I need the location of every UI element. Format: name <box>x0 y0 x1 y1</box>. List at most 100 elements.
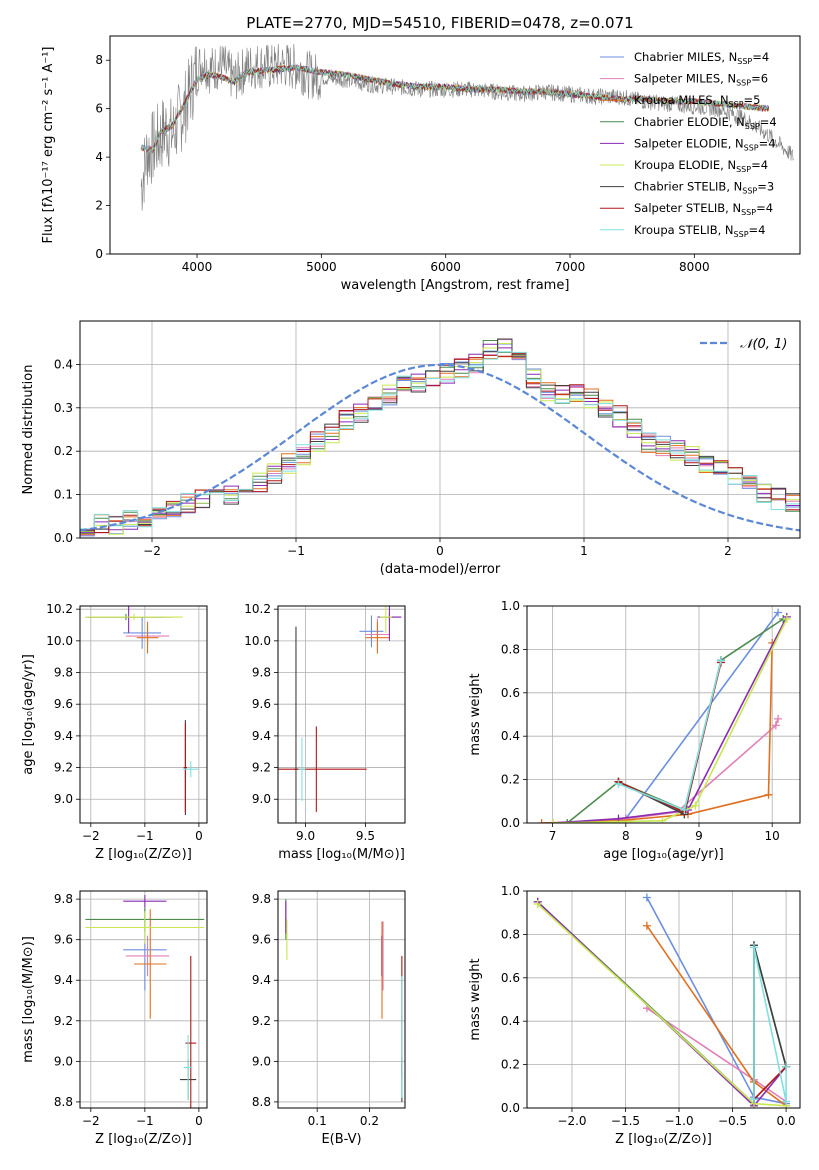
x-tick-label: −1.0 <box>664 1114 693 1128</box>
weight-line <box>753 947 787 1102</box>
legend-label: Chabrier MILES, NSSP=4 <box>634 50 769 66</box>
x-tick-label: 0.2 <box>360 1114 379 1128</box>
y-tick-label: 10.0 <box>46 634 73 648</box>
axes-age-vs-mass: 9.0 9.5 9.0 9.2 9.4 9.6 9.8 10.0 10.2 mass [log₁₀… <box>244 602 405 862</box>
weight-point <box>774 714 783 723</box>
marks-mass-vs-EBV <box>285 899 403 1102</box>
x-axis-label: mass [log₁₀(M/M⊙)] <box>278 847 405 862</box>
weight-point <box>771 721 780 730</box>
legend-label: Chabrier ELODIE, NSSP=4 <box>634 115 777 131</box>
legend-label: Kroupa MILES, NSSP=5 <box>634 93 760 109</box>
y-tick-label: 0.2 <box>501 1058 520 1072</box>
y-tick-label: 9.4 <box>252 729 271 743</box>
weight-point <box>782 615 791 624</box>
plot-frame <box>79 320 801 539</box>
weight-point <box>642 921 651 930</box>
x-tick-label: −2 <box>82 829 100 843</box>
axes-spectrum: 4000 5000 6000 7000 8000 0 2 4 6 8 wavelength [Ang… <box>41 47 710 294</box>
weight-point <box>774 608 783 617</box>
y-tick-label: 10.2 <box>46 602 73 616</box>
y-tick-label: 9.8 <box>54 892 73 906</box>
weight-point <box>691 801 700 810</box>
weight-line <box>646 925 787 1107</box>
weight-point <box>764 790 773 799</box>
x-tick-label: 4000 <box>182 260 213 274</box>
y-tick-label: 0.3 <box>54 401 73 415</box>
y-tick-label: 9.6 <box>252 697 271 711</box>
y-tick-label: 2 <box>95 199 103 213</box>
y-tick-label: 10.2 <box>244 602 271 616</box>
histogram-step <box>80 338 800 532</box>
x-tick-label: 9.0 <box>296 829 315 843</box>
y-tick-label: 0 <box>95 247 103 261</box>
weight-point <box>642 893 651 902</box>
y-tick-label: 0.4 <box>501 729 520 743</box>
y-tick-label: 1.0 <box>501 599 520 613</box>
y-tick-label: 1.0 <box>501 884 520 898</box>
x-tick-label: 8000 <box>679 260 710 274</box>
x-tick-label: 0 <box>195 1114 203 1128</box>
model-spectrum-line <box>140 63 769 154</box>
x-tick-label: −1 <box>136 1114 154 1128</box>
y-tick-label: 9.4 <box>54 973 73 987</box>
plot-frame <box>277 890 406 1109</box>
weight-line <box>552 616 788 823</box>
figure-title: PLATE=2770, MJD=54510, FIBERID=0478, z=0… <box>246 14 633 32</box>
legend-label: Kroupa STELIB, NSSP=4 <box>634 223 765 239</box>
legend-label: Salpeter STELIB, NSSP=4 <box>634 201 773 217</box>
y-axis-label: age [log₁₀(age/yr)] <box>21 654 36 775</box>
axes-mass-vs-Z: −2 −1 0 8.8 9.0 9.2 9.4 9.6 9.8 Z [log₁₀(Z/Z⊙)] ma… <box>21 891 207 1147</box>
x-tick-label: −1.5 <box>611 1114 640 1128</box>
y-tick-label: 0.6 <box>501 971 520 985</box>
x-tick-label: 1 <box>580 544 588 558</box>
y-tick-label: 0.8 <box>501 642 520 656</box>
x-tick-label: 9.5 <box>356 829 375 843</box>
legend-label: Chabrier STELIB, NSSP=3 <box>634 180 774 196</box>
y-tick-label: 9.8 <box>252 892 271 906</box>
axes-residuals: −2 −1 0 1 2 0.0 0.1 0.2 0.3 0.4 (data-model)/error… <box>21 321 800 577</box>
x-tick-label: 7000 <box>555 260 586 274</box>
x-tick-label: 0 <box>195 829 203 843</box>
y-tick-label: 9.6 <box>54 933 73 947</box>
legend-label: Salpeter ELODIE, NSSP=4 <box>634 136 776 152</box>
y-tick-label: 4 <box>95 150 103 164</box>
weight-point <box>749 943 758 952</box>
weight-point <box>716 656 725 665</box>
legend-label: Kroupa ELODIE, NSSP=4 <box>634 158 768 174</box>
y-tick-label: 0.2 <box>54 444 73 458</box>
plot-frame <box>109 35 801 255</box>
x-tick-label: 10 <box>765 829 780 843</box>
y-tick-label: 8.8 <box>54 1095 73 1109</box>
y-tick-label: 0.8 <box>501 927 520 941</box>
x-axis-label: wavelength [Angstrom, rest frame] <box>341 278 570 293</box>
y-tick-label: 9.6 <box>252 933 271 947</box>
y-tick-label: 9.0 <box>54 1054 73 1068</box>
histogram-step <box>80 351 800 530</box>
x-tick-label: 6000 <box>430 260 461 274</box>
axes-mass-vs-EBV: 0.1 0.2 8.8 9.0 9.2 9.4 9.6 9.8 E(B-V) <box>252 891 405 1147</box>
legend: 𝒩(0, 1) <box>700 337 787 352</box>
plot-frame <box>79 890 208 1109</box>
weight-line <box>618 660 722 816</box>
weight-point <box>533 900 542 909</box>
y-tick-label: 9.0 <box>54 792 73 806</box>
plot-frame <box>526 890 801 1109</box>
x-tick-label: −2 <box>82 1114 100 1128</box>
x-tick-label: −1 <box>136 829 154 843</box>
y-tick-label: 9.8 <box>252 666 271 680</box>
x-tick-label: −1 <box>287 544 305 558</box>
weight-point <box>658 816 667 823</box>
x-tick-label: −0.5 <box>718 1114 747 1128</box>
x-tick-label: 9 <box>695 829 703 843</box>
weight-point <box>537 819 546 823</box>
y-axis-label: Flux [fλ10⁻¹⁷ erg cm⁻² s⁻¹ A⁻¹] <box>41 47 56 244</box>
marks-mass-vs-Z <box>85 895 205 1108</box>
y-tick-label: 0.0 <box>501 816 520 830</box>
weight-point <box>614 779 623 788</box>
y-axis-label: mass [log₁₀(M/M⊙)] <box>21 936 36 1063</box>
normal-curve <box>80 363 800 532</box>
y-tick-label: 9.2 <box>252 761 271 775</box>
x-axis-label: Z [log₁₀(Z/Z⊙)] <box>95 1132 192 1147</box>
x-tick-label: 8 <box>622 829 630 843</box>
